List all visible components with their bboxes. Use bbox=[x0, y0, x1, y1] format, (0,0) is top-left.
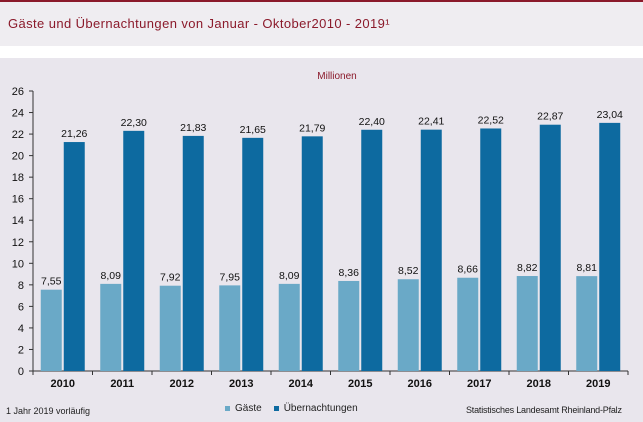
bar-nights bbox=[420, 129, 442, 371]
data-label-guests: 8,81 bbox=[577, 262, 598, 274]
bar-nights bbox=[63, 142, 85, 371]
data-label-nights: 21,65 bbox=[240, 124, 266, 136]
bar-guests bbox=[576, 276, 598, 371]
y-tick-label: 2 bbox=[18, 344, 24, 356]
y-tick-label: 24 bbox=[12, 108, 24, 120]
data-label-nights: 22,87 bbox=[537, 111, 563, 123]
bar-nights bbox=[361, 129, 383, 371]
legend-item-guests: Gäste bbox=[225, 403, 262, 414]
y-tick-label: 26 bbox=[12, 86, 24, 98]
data-label-nights: 22,41 bbox=[418, 116, 444, 128]
x-tick-label: 2017 bbox=[467, 378, 491, 390]
legend-label-guests: Gäste bbox=[235, 403, 262, 414]
footnote: 1 Jahr 2019 vorläufig bbox=[6, 406, 91, 416]
data-label-guests: 7,55 bbox=[41, 276, 62, 288]
x-tick-label: 2011 bbox=[110, 378, 134, 390]
bar-guests bbox=[516, 276, 538, 371]
bar-nights bbox=[242, 137, 264, 371]
data-label-guests: 8,09 bbox=[101, 270, 122, 282]
top-rule bbox=[0, 0, 643, 2]
x-tick-label: 2019 bbox=[586, 378, 610, 390]
y-tick-label: 4 bbox=[18, 323, 24, 335]
bar-nights bbox=[480, 128, 502, 371]
y-tick-label: 6 bbox=[18, 301, 24, 313]
data-label-nights: 23,04 bbox=[597, 109, 623, 121]
y-tick-label: 0 bbox=[18, 366, 24, 378]
header-bar: Gäste und Übernachtungen von Januar - Ok… bbox=[0, 2, 643, 46]
x-tick-label: 2014 bbox=[289, 378, 314, 390]
bar-guests bbox=[100, 283, 122, 371]
x-tick-label: 2016 bbox=[408, 378, 432, 390]
legend-item-nights: Übernachtungen bbox=[273, 403, 358, 414]
legend-swatch-guests bbox=[225, 406, 230, 411]
x-tick-label: 2013 bbox=[229, 378, 253, 390]
bar-guests bbox=[219, 285, 241, 371]
page-title: Gäste und Übernachtungen von Januar - Ok… bbox=[8, 16, 390, 31]
y-tick-label: 10 bbox=[12, 258, 24, 270]
data-label-guests: 8,66 bbox=[458, 264, 479, 276]
data-label-guests: 8,82 bbox=[517, 262, 538, 274]
y-tick-label: 18 bbox=[12, 172, 24, 184]
data-label-guests: 7,95 bbox=[220, 271, 241, 283]
bar-guests bbox=[278, 283, 300, 371]
bar-guests bbox=[457, 277, 479, 371]
data-label-guests: 8,09 bbox=[279, 270, 300, 282]
bar-nights bbox=[301, 136, 323, 371]
data-label-nights: 21,79 bbox=[299, 122, 325, 134]
data-label-guests: 8,36 bbox=[339, 267, 360, 279]
bar-nights bbox=[599, 122, 621, 371]
legend-swatch-nights bbox=[273, 406, 279, 411]
legend: Gäste Übernachtungen bbox=[225, 403, 370, 414]
y-tick-label: 22 bbox=[12, 129, 24, 141]
source-note: Statistisches Landesamt Rheinland-Pfalz bbox=[466, 405, 622, 415]
legend-label-nights: Übernachtungen bbox=[283, 403, 358, 414]
data-label-nights: 21,83 bbox=[180, 122, 206, 134]
data-label-nights: 21,26 bbox=[61, 128, 87, 140]
data-label-guests: 8,52 bbox=[398, 265, 419, 277]
data-label-nights: 22,40 bbox=[359, 116, 385, 128]
x-tick-label: 2010 bbox=[51, 378, 75, 390]
data-label-guests: 7,92 bbox=[160, 272, 181, 284]
y-tick-label: 20 bbox=[12, 151, 24, 163]
y-tick-label: 14 bbox=[12, 215, 24, 227]
data-label-nights: 22,52 bbox=[478, 114, 504, 126]
x-tick-label: 2015 bbox=[348, 378, 372, 390]
x-tick-label: 2018 bbox=[527, 378, 551, 390]
bar-nights bbox=[123, 130, 145, 371]
chart-title: Millionen bbox=[317, 71, 356, 82]
bar-nights bbox=[539, 124, 561, 371]
bar-guests bbox=[40, 289, 62, 371]
data-label-nights: 22,30 bbox=[121, 117, 147, 129]
bar-chart: Millionen0246810121416182022242620107,55… bbox=[12, 71, 629, 390]
bar-guests bbox=[397, 279, 419, 371]
bar-guests bbox=[159, 285, 181, 371]
y-tick-label: 8 bbox=[18, 280, 24, 292]
bar-guests bbox=[338, 280, 360, 371]
bar-nights bbox=[182, 135, 204, 371]
y-tick-label: 12 bbox=[12, 237, 24, 249]
x-tick-label: 2012 bbox=[170, 378, 194, 390]
y-tick-label: 16 bbox=[12, 194, 24, 206]
